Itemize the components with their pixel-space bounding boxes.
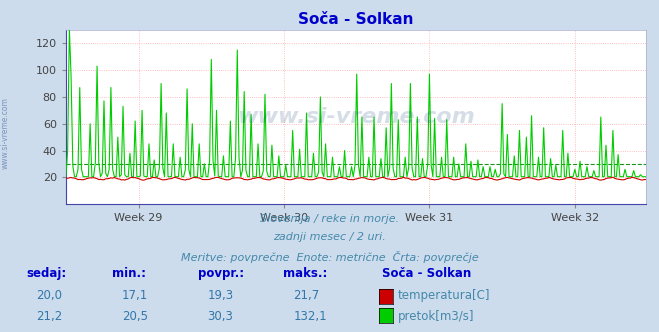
Text: povpr.:: povpr.: (198, 267, 244, 280)
Text: 20,5: 20,5 (122, 310, 148, 323)
Text: 20,0: 20,0 (36, 289, 62, 302)
Text: 21,2: 21,2 (36, 310, 63, 323)
Text: sedaj:: sedaj: (26, 267, 67, 280)
Text: Meritve: povprečne  Enote: metrične  Črta: povprečje: Meritve: povprečne Enote: metrične Črta:… (181, 251, 478, 263)
Text: Soča - Solkan: Soča - Solkan (298, 12, 414, 27)
Text: pretok[m3/s]: pretok[m3/s] (397, 310, 474, 323)
Text: maks.:: maks.: (283, 267, 328, 280)
Text: Soča - Solkan: Soča - Solkan (382, 267, 471, 280)
Text: zadnji mesec / 2 uri.: zadnji mesec / 2 uri. (273, 232, 386, 242)
Text: 21,7: 21,7 (293, 289, 320, 302)
Text: temperatura[C]: temperatura[C] (397, 289, 490, 302)
Text: 30,3: 30,3 (208, 310, 233, 323)
Text: 132,1: 132,1 (293, 310, 327, 323)
Text: Slovenija / reke in morje.: Slovenija / reke in morje. (260, 214, 399, 224)
Text: min.:: min.: (112, 267, 146, 280)
Text: 17,1: 17,1 (122, 289, 148, 302)
Text: 19,3: 19,3 (208, 289, 234, 302)
Text: www.si-vreme.com: www.si-vreme.com (237, 107, 474, 127)
Text: www.si-vreme.com: www.si-vreme.com (1, 97, 10, 169)
